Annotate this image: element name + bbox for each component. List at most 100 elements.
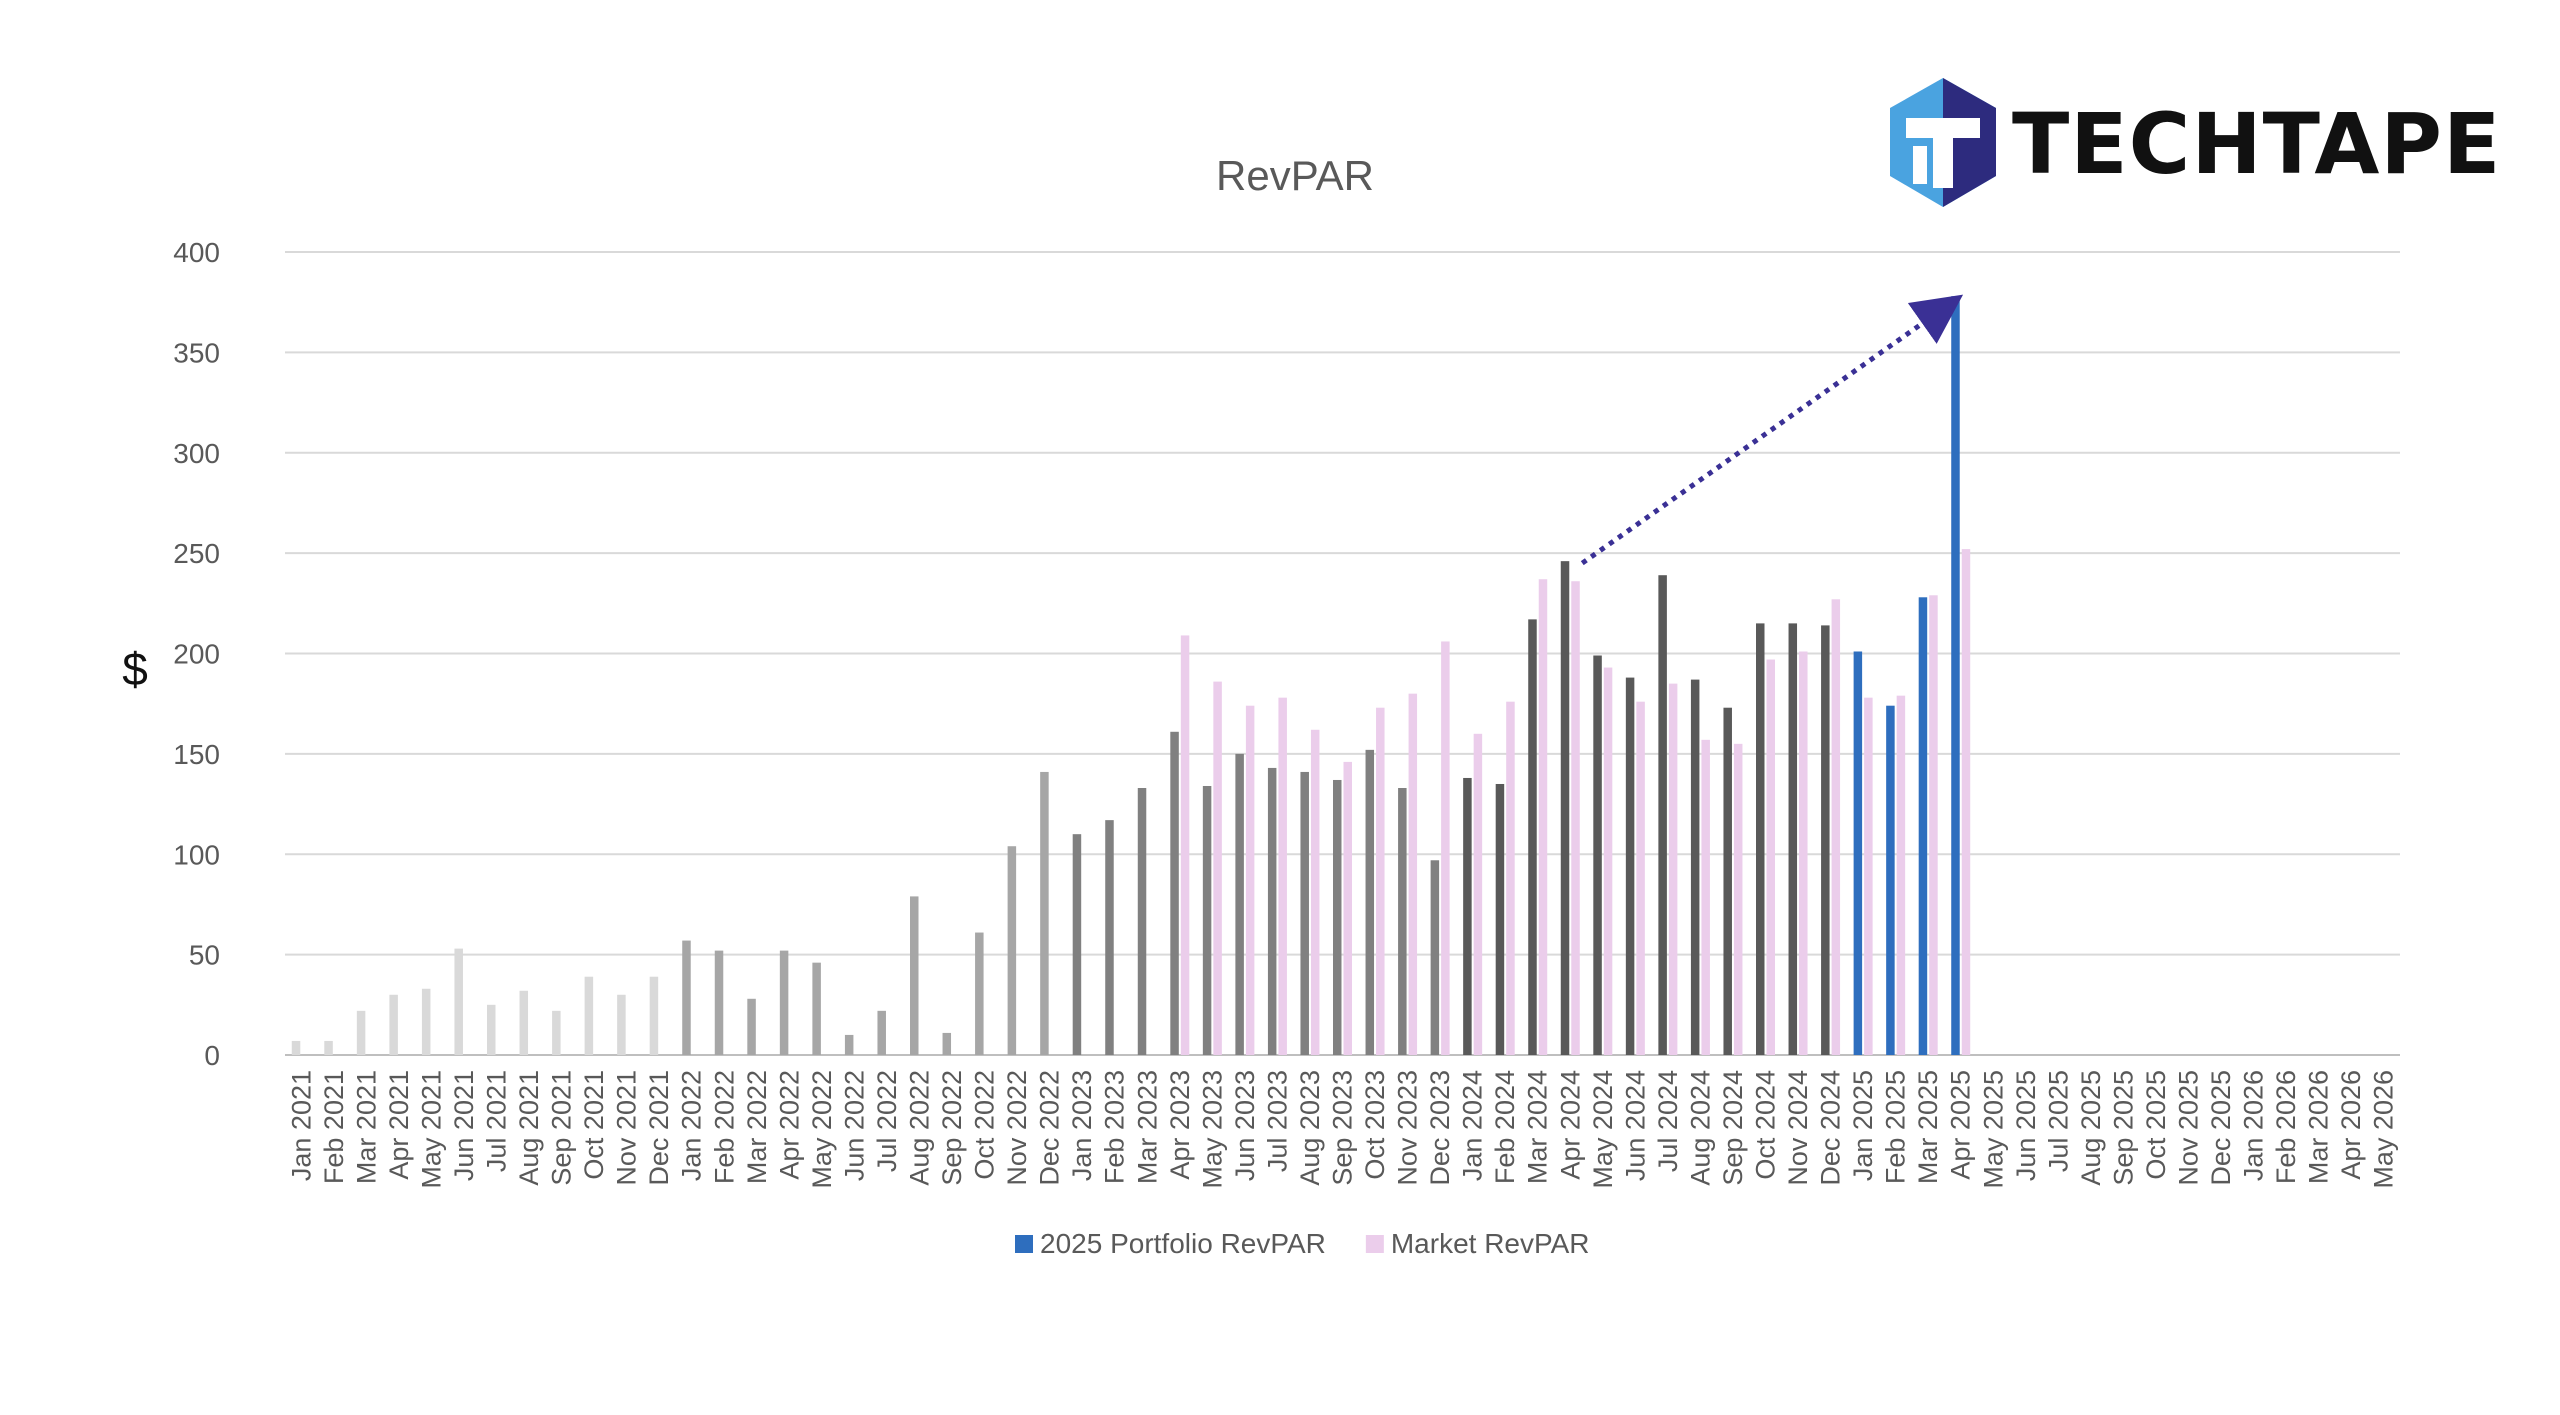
bar-market [1213,681,1222,1055]
bar-market [1245,705,1255,1055]
bar-portfolio [1918,597,1928,1055]
x-tick-label: Feb 2026 [2271,1070,2301,1184]
bar-market [1376,707,1385,1055]
x-tick-label: Sep 2025 [2108,1070,2138,1186]
x-tick-label: Aug 2021 [514,1070,544,1186]
x-tick-label: Mar 2025 [1913,1070,1943,1184]
legend-swatch [1365,1235,1384,1253]
bar-portfolio [714,950,724,1055]
legend: 2025 Portfolio RevPAR Market RevPAR [1015,1228,1590,1259]
bar-portfolio [1202,785,1212,1055]
x-tick-label: Aug 2025 [2076,1070,2106,1186]
x-tick-label: Aug 2024 [1685,1070,1715,1186]
bar-portfolio [1398,788,1407,1055]
x-tick-label: Feb 2024 [1490,1070,1520,1184]
x-tick-label: Nov 2023 [1393,1070,1423,1186]
x-tick-label: Jun 2023 [1230,1070,1260,1181]
bar-portfolio [519,990,529,1055]
bar-portfolio [779,950,789,1055]
x-tick-label: Apr 2026 [2336,1070,2366,1180]
legend-label: 2025 Portfolio RevPAR [1040,1228,1326,1259]
bar-market [1408,693,1418,1055]
x-tick-label: Jun 2024 [1620,1070,1650,1181]
bar-portfolio [1463,777,1472,1055]
x-tick-label: Oct 2022 [970,1070,1000,1180]
logo-wordmark: TECHTAPE [2012,95,2502,193]
x-tick-label: Mar 2022 [742,1070,772,1184]
bar-market [1343,761,1352,1055]
y-tick-label: 0 [204,1040,220,1071]
x-tick-label: Feb 2025 [1881,1070,1911,1184]
x-tick-label: Mar 2023 [1132,1070,1162,1184]
x-tick-label: Jan 2022 [677,1070,707,1181]
bar-portfolio [747,998,756,1055]
x-tick-label: Apr 2024 [1555,1070,1585,1180]
bar-portfolio [910,896,919,1055]
bar-portfolio [1560,561,1570,1055]
x-tick-label: Aug 2022 [905,1070,935,1186]
x-tick-label: Dec 2021 [644,1070,674,1186]
x-tick-label: Jan 2021 [286,1070,316,1181]
x-tick-label: Apr 2021 [384,1070,414,1180]
y-tick-label: 350 [173,337,220,368]
x-tick-label: Jan 2026 [2239,1070,2269,1181]
x-tick-label: Sep 2021 [547,1070,577,1186]
bar-market [1473,733,1483,1055]
bar-market [1441,641,1450,1055]
bar-market [1603,667,1613,1055]
bar-portfolio [1105,820,1114,1055]
bar-portfolio [682,940,691,1055]
x-tick-label: Mar 2021 [351,1070,381,1184]
x-tick-label: Apr 2025 [1946,1070,1976,1180]
x-tick-label: Jul 2021 [482,1070,512,1172]
trend-arrow [1580,294,1964,566]
x-tick-label: May 2021 [416,1070,446,1189]
y-tick-label: 150 [173,739,220,770]
legend-label: Market RevPAR [1391,1228,1590,1259]
bar-market [1799,651,1808,1055]
x-tick-label: Nov 2022 [1002,1070,1032,1186]
bar-portfolio [975,932,984,1055]
y-tick-labels: 0 50 100 150 200 250 300 350 400 [173,237,220,1071]
bar-portfolio [487,1004,496,1055]
x-tick-label: Jun 2022 [839,1070,869,1181]
bar-market [1701,739,1710,1055]
x-tick-label: Nov 2021 [612,1070,642,1186]
bar-portfolio [1788,623,1798,1055]
y-tick-label: 50 [189,940,220,971]
legend-swatch [1015,1235,1033,1253]
bar-portfolio [552,1010,561,1055]
x-tick-label: May 2022 [807,1070,837,1189]
x-tick-label: Mar 2024 [1523,1070,1553,1184]
bar-portfolio [1040,771,1049,1055]
bar-market [1668,683,1678,1055]
x-tick-label: Jul 2024 [1653,1070,1683,1172]
x-tick-label: May 2023 [1197,1070,1227,1189]
x-tick-label: Oct 2025 [2141,1070,2171,1180]
x-tick-label: Apr 2022 [774,1070,804,1180]
bar-portfolio [454,948,463,1055]
bar-market [1831,599,1841,1055]
bar-portfolio [649,976,659,1055]
bar-portfolio [1756,623,1765,1055]
bar-portfolio [1430,860,1440,1055]
x-tick-label: Dec 2023 [1425,1070,1455,1186]
annotations [1580,294,1964,566]
bar-portfolio [1267,767,1277,1055]
x-tick-label: May 2024 [1588,1070,1618,1189]
x-tick-label: Feb 2023 [1100,1070,1130,1184]
x-tick-label: Sep 2022 [937,1070,967,1186]
bar-market [1506,701,1515,1055]
bar-portfolio [812,962,821,1055]
bar-market [1310,729,1320,1055]
y-axis-label: $ [122,643,148,695]
bar-portfolio [324,1040,333,1055]
x-tick-label: Jul 2022 [872,1070,902,1172]
x-tick-label: Jan 2025 [1848,1070,1878,1181]
x-tick-label: Dec 2024 [1816,1070,1846,1186]
x-tick-label: Sep 2024 [1718,1070,1748,1186]
bar-market [1961,549,1971,1055]
bar-market [1733,743,1743,1055]
x-tick-label: May 2026 [2369,1070,2399,1189]
x-tick-label: Nov 2024 [1783,1070,1813,1186]
